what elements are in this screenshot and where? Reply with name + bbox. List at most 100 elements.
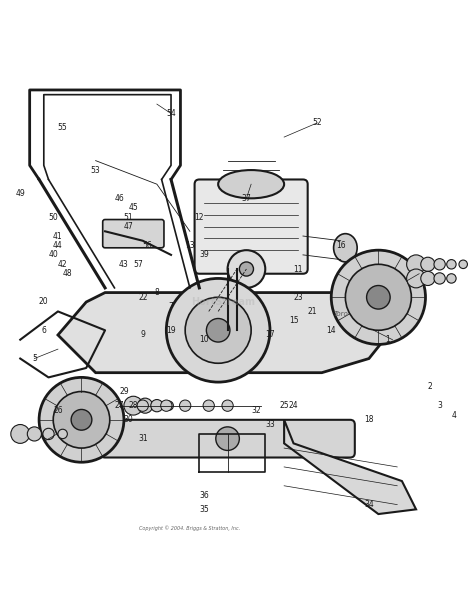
Text: Copyright © 2004. Briggs & Stratton, Inc.: Copyright © 2004. Briggs & Stratton, Inc… <box>139 525 240 530</box>
Circle shape <box>421 271 435 286</box>
Circle shape <box>161 400 172 411</box>
Text: 56: 56 <box>143 241 152 250</box>
Circle shape <box>206 318 230 342</box>
Text: 44: 44 <box>53 241 63 250</box>
Text: 37: 37 <box>242 194 251 203</box>
Text: 42: 42 <box>58 260 67 269</box>
Text: 5: 5 <box>32 354 37 363</box>
Text: 29: 29 <box>119 387 129 396</box>
Circle shape <box>185 297 251 363</box>
Text: 52: 52 <box>312 118 322 127</box>
Circle shape <box>137 400 148 411</box>
Circle shape <box>421 257 435 271</box>
Circle shape <box>447 260 456 269</box>
Text: 19: 19 <box>166 326 176 335</box>
Polygon shape <box>58 292 388 373</box>
Text: 23: 23 <box>293 293 303 302</box>
Circle shape <box>222 400 233 411</box>
Text: 34: 34 <box>364 500 374 509</box>
Circle shape <box>164 401 173 410</box>
FancyBboxPatch shape <box>100 420 355 457</box>
Circle shape <box>203 400 214 411</box>
Text: 8: 8 <box>155 288 159 297</box>
Circle shape <box>151 399 163 412</box>
Polygon shape <box>284 420 416 514</box>
Circle shape <box>407 269 426 288</box>
Text: 2: 2 <box>428 382 433 391</box>
Text: 9: 9 <box>140 330 145 339</box>
Text: 33: 33 <box>265 420 275 429</box>
Text: 51: 51 <box>124 213 134 222</box>
Text: 41: 41 <box>53 231 63 240</box>
Circle shape <box>39 378 124 462</box>
Text: 48: 48 <box>63 269 72 278</box>
Circle shape <box>137 398 153 413</box>
Text: 15: 15 <box>289 316 298 326</box>
Text: 47: 47 <box>124 222 134 231</box>
Text: 17: 17 <box>265 330 275 339</box>
Text: 55: 55 <box>58 123 67 132</box>
Text: 31: 31 <box>138 434 147 443</box>
Text: 20: 20 <box>39 298 49 306</box>
Circle shape <box>239 262 254 276</box>
Text: 35: 35 <box>199 505 209 514</box>
Text: 46: 46 <box>114 194 124 203</box>
Circle shape <box>27 427 41 441</box>
Text: 36: 36 <box>199 490 209 500</box>
Text: 22: 22 <box>138 293 147 302</box>
Text: 26: 26 <box>53 406 63 415</box>
FancyBboxPatch shape <box>103 219 164 248</box>
Circle shape <box>58 429 67 439</box>
Circle shape <box>434 259 445 270</box>
Text: 53: 53 <box>91 165 100 175</box>
Text: 1: 1 <box>385 335 390 344</box>
Text: 50: 50 <box>48 213 58 222</box>
Text: 40: 40 <box>48 251 58 259</box>
Text: 57: 57 <box>133 260 143 269</box>
Circle shape <box>407 255 426 274</box>
Circle shape <box>43 428 54 440</box>
Circle shape <box>447 274 456 283</box>
Circle shape <box>216 427 239 451</box>
Text: 32: 32 <box>251 406 261 415</box>
Text: 16: 16 <box>336 241 346 250</box>
Text: 28: 28 <box>128 401 138 410</box>
Text: 14: 14 <box>327 326 336 335</box>
Circle shape <box>459 260 467 269</box>
Text: 4: 4 <box>451 411 456 420</box>
Ellipse shape <box>334 234 357 262</box>
FancyBboxPatch shape <box>195 179 308 274</box>
Text: 49: 49 <box>15 189 25 198</box>
Text: 21: 21 <box>308 307 317 316</box>
Circle shape <box>366 286 390 309</box>
Text: 6: 6 <box>41 326 46 335</box>
Text: 45: 45 <box>128 204 138 212</box>
Text: 30: 30 <box>124 416 134 424</box>
Text: 3: 3 <box>437 401 442 410</box>
Text: 25: 25 <box>279 401 289 410</box>
Circle shape <box>71 410 92 430</box>
Circle shape <box>434 273 445 284</box>
Text: 24: 24 <box>289 401 298 410</box>
Circle shape <box>124 396 143 415</box>
Circle shape <box>228 250 265 288</box>
Text: HortStream: HortStream <box>191 297 255 307</box>
Circle shape <box>53 391 110 448</box>
Text: 7: 7 <box>169 302 173 311</box>
Circle shape <box>346 265 411 330</box>
Text: 43: 43 <box>119 260 129 269</box>
Text: 12: 12 <box>194 213 204 222</box>
Circle shape <box>180 400 191 411</box>
Circle shape <box>11 425 30 443</box>
Circle shape <box>166 278 270 382</box>
Circle shape <box>331 250 426 344</box>
Text: 54: 54 <box>166 109 176 118</box>
Text: 10: 10 <box>199 335 209 344</box>
Text: 39: 39 <box>199 251 209 259</box>
Text: 13: 13 <box>185 241 195 250</box>
Ellipse shape <box>218 170 284 198</box>
Text: 18: 18 <box>364 416 374 424</box>
Text: 27: 27 <box>114 401 124 410</box>
Text: Toro: Toro <box>333 311 348 317</box>
Text: 11: 11 <box>293 265 303 274</box>
